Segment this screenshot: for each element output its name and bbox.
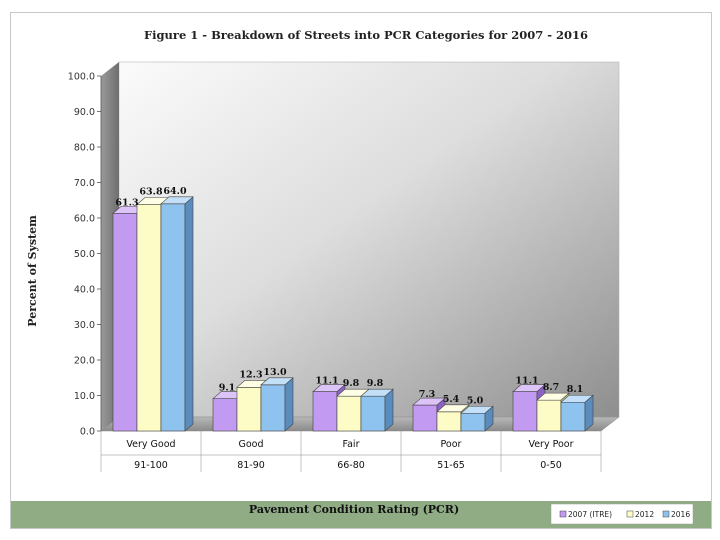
y-tick-label: 90.0 xyxy=(74,107,95,118)
category-label: Very Poor xyxy=(528,439,573,450)
data-label: 8.1 xyxy=(567,384,584,395)
bar-front xyxy=(560,401,586,432)
bar-top xyxy=(412,397,446,406)
y-tick-label: 20.0 xyxy=(74,356,95,367)
y-tick-label: 30.0 xyxy=(74,320,95,331)
bar-top xyxy=(512,384,546,392)
legend-item: 2016 xyxy=(662,510,690,519)
y-tick-label: 100.0 xyxy=(68,72,95,83)
category-label: Good xyxy=(238,439,263,450)
bar-front xyxy=(336,395,362,432)
bar-top xyxy=(536,392,570,401)
y-axis-ticks: 0.0 10.0 20.0 30.0 40.0 50.0 60.0 70.0 80.0 90.0 1… xyxy=(68,72,101,438)
bar xyxy=(460,405,494,432)
bar-series xyxy=(112,196,594,432)
data-label: 13.0 xyxy=(263,367,287,378)
data-label: 9.8 xyxy=(367,378,384,389)
bar-top xyxy=(312,384,346,392)
data-label: 12.3 xyxy=(239,369,262,380)
bar-front xyxy=(260,384,286,432)
bar-front xyxy=(460,412,486,432)
legend-item: 2007 (ITRE) xyxy=(559,510,612,519)
legend-item: 2012 xyxy=(626,510,654,519)
bar-top xyxy=(160,196,194,205)
bar-front xyxy=(360,395,386,432)
legend-label: 2016 xyxy=(671,510,690,519)
range-label: 66-80 xyxy=(337,460,365,471)
bar xyxy=(160,196,194,432)
chart-canvas: Figure 1 - Breakdown of Streets into PCR… xyxy=(11,28,711,528)
back-wall xyxy=(118,61,620,418)
y-tick-label: 0.0 xyxy=(80,427,95,438)
range-label: 81-90 xyxy=(237,460,265,471)
bar-front xyxy=(112,213,138,432)
bar xyxy=(360,388,394,432)
category-table: Very Good 91-100 Good 81-90 Fair 66-80 Poor 51-… xyxy=(100,431,602,472)
y-tick-label: 50.0 xyxy=(74,249,95,260)
bar-top xyxy=(360,388,394,397)
plot-background xyxy=(100,61,620,432)
bar-front xyxy=(312,391,338,432)
y-tick-label: 70.0 xyxy=(74,178,95,189)
bar-front xyxy=(412,404,438,432)
data-label: 63.8 xyxy=(139,187,163,198)
legend-label: 2007 (ITRE) xyxy=(568,510,612,519)
value-labels: 61.363.8 64.0 9.112.3 13.0 11.1 9.8 9.8 7.3 5.4 5… xyxy=(115,186,583,406)
legend-box xyxy=(550,503,694,525)
bar-top xyxy=(460,405,494,414)
range-label: 91-100 xyxy=(134,460,168,471)
bar-top xyxy=(560,394,594,403)
y-tick-label: 80.0 xyxy=(74,143,95,154)
chart-title: Figure 1 - Breakdown of Streets into PCR… xyxy=(144,28,588,42)
legend: 2007 (ITRE) 2012 2016 xyxy=(559,510,690,519)
data-label: 5.4 xyxy=(443,394,460,405)
bar-front xyxy=(536,399,562,432)
bar-front xyxy=(136,204,162,432)
data-label: 11.1 xyxy=(315,376,338,387)
y-tick-label: 40.0 xyxy=(74,285,95,296)
chart-frame: Figure 1 - Breakdown of Streets into PCR… xyxy=(10,12,712,529)
y-tick-label: 10.0 xyxy=(74,391,95,402)
bar-side xyxy=(184,196,194,432)
bar-front xyxy=(160,203,186,432)
x-axis-label: Pavement Condition Rating (PCR) xyxy=(249,503,459,516)
data-label: 11.1 xyxy=(515,376,538,387)
bar-top xyxy=(436,404,470,413)
category-label: Poor xyxy=(441,439,462,450)
data-label: 9.1 xyxy=(219,383,236,394)
data-label: 9.8 xyxy=(343,378,360,389)
bar-side xyxy=(284,377,294,432)
data-label: 64.0 xyxy=(163,186,187,197)
data-label: 7.3 xyxy=(419,389,436,400)
legend-label: 2012 xyxy=(635,510,654,519)
y-tick-label: 60.0 xyxy=(74,214,95,225)
bar-front xyxy=(212,398,238,432)
bar-front xyxy=(436,411,462,432)
range-label: 51-65 xyxy=(437,460,465,471)
bar xyxy=(560,394,594,432)
category-label: Very Good xyxy=(126,439,175,450)
legend-swatch xyxy=(626,510,634,518)
legend-swatch xyxy=(559,510,567,518)
bar xyxy=(260,377,294,432)
range-label: 0-50 xyxy=(540,460,562,471)
legend-swatch xyxy=(662,510,670,518)
data-label: 5.0 xyxy=(467,395,484,406)
bar-top xyxy=(260,377,294,386)
data-label: 8.7 xyxy=(543,382,560,393)
data-label: 61.3 xyxy=(115,197,138,208)
y-axis-label: Percent of System xyxy=(26,215,39,327)
bar-front xyxy=(236,387,262,432)
category-label: Fair xyxy=(343,439,360,450)
bar-front xyxy=(512,391,538,432)
